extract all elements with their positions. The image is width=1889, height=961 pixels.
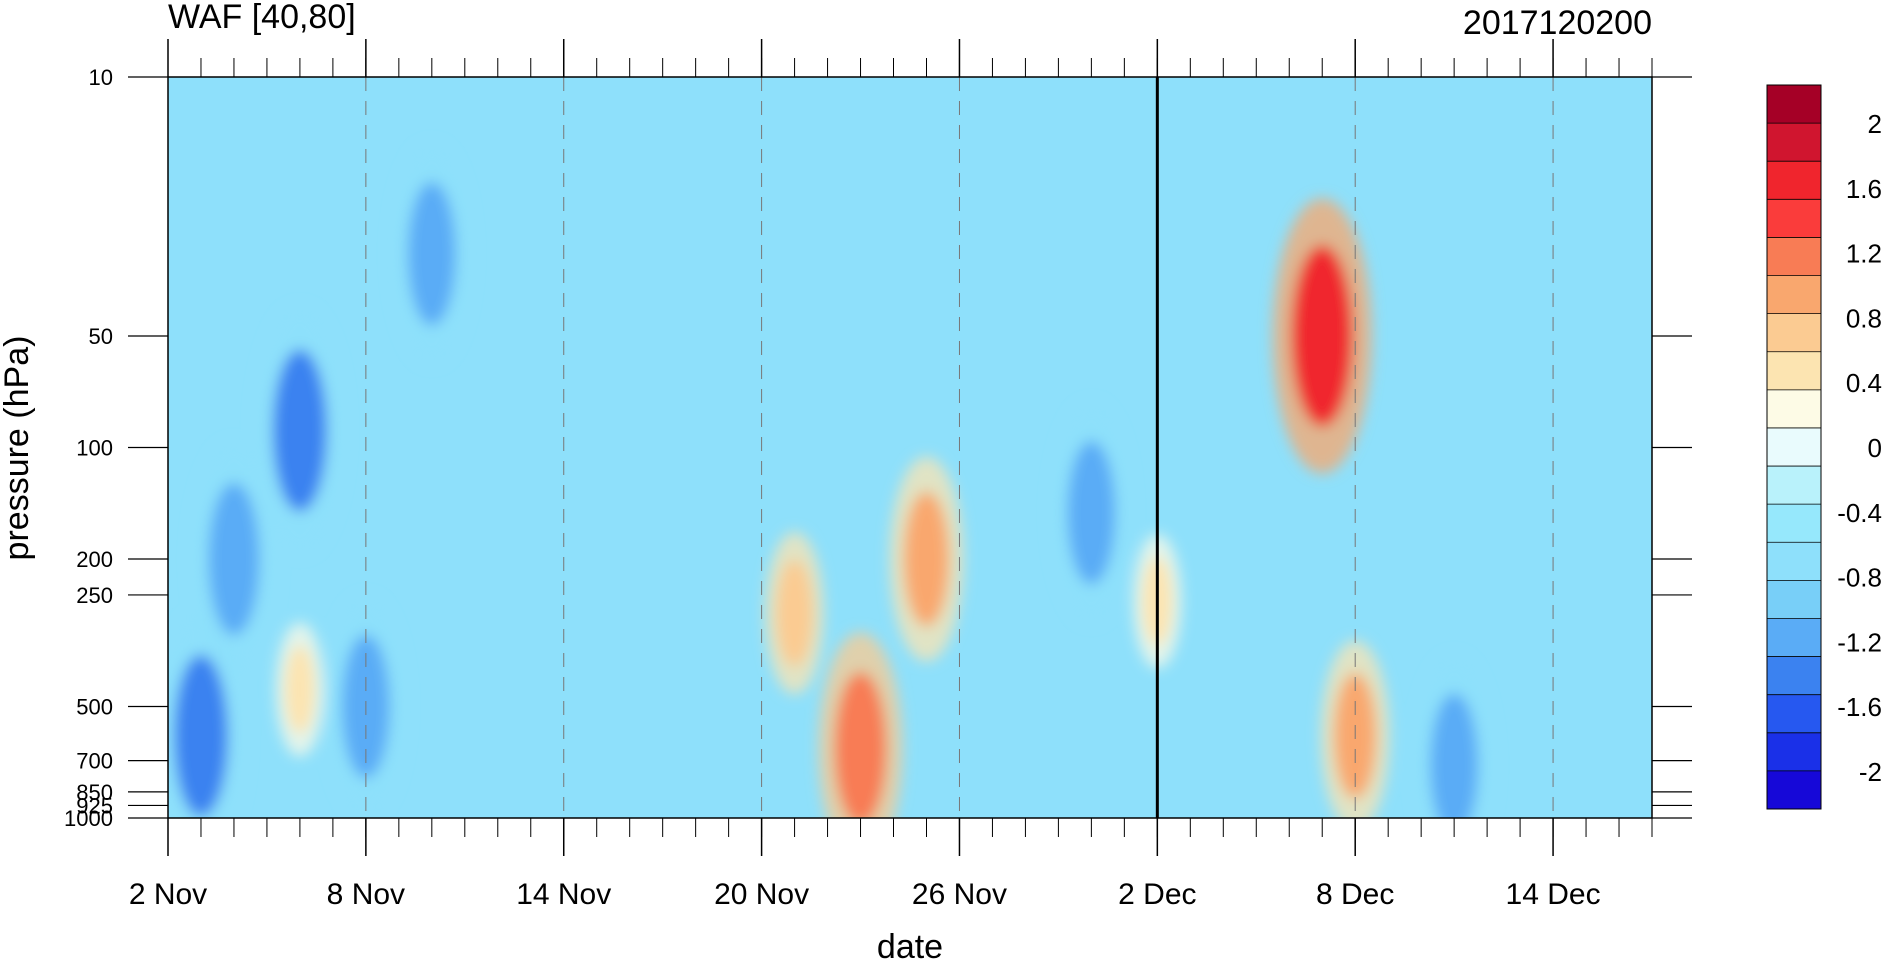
y-axis-label: pressure (hPa) <box>0 336 36 561</box>
y-tick-label: 250 <box>76 583 113 608</box>
x-tick-label: 20 Nov <box>714 878 809 911</box>
y-tick-label: 500 <box>76 694 113 719</box>
anomaly-cell <box>208 482 260 636</box>
colorbar-swatch <box>1767 504 1821 543</box>
colorbar-label: 0.4 <box>1846 368 1882 398</box>
colorbar-swatch <box>1767 275 1821 315</box>
colorbar-swatch <box>1767 85 1821 124</box>
y-tick-label: 200 <box>76 547 113 572</box>
anomaly-field <box>168 144 1494 818</box>
colorbar-label: -1.2 <box>1837 627 1882 657</box>
colorbar-swatch <box>1767 123 1821 162</box>
chart-title-left: WAF [40,80] <box>168 0 356 36</box>
y-tick-label: 850 <box>76 780 113 805</box>
colorbar-label: 0.8 <box>1846 303 1882 333</box>
colorbar-swatch <box>1767 542 1821 581</box>
plot-area <box>167 76 1653 819</box>
colorbar-swatch <box>1767 466 1821 505</box>
colorbar-label: -2 <box>1859 757 1882 787</box>
colorbar-label: 2 <box>1868 109 1882 139</box>
colorbar-label: 1.2 <box>1846 239 1882 269</box>
anomaly-cell <box>285 645 315 734</box>
y-tick-label: 10 <box>89 65 113 90</box>
anomaly-cell <box>173 654 228 817</box>
x-tick-labels: 2 Nov 8 Nov 14 Nov 20 Nov 26 Nov 2 Dec 8 Dec 14… <box>129 878 1601 911</box>
colorbar-swatch <box>1767 237 1821 277</box>
x-tick-label: 26 Nov <box>912 878 1007 911</box>
colorbar-swatch <box>1767 618 1821 658</box>
anomaly-cell <box>776 559 813 667</box>
anomaly-cell <box>835 672 887 818</box>
colorbar-swatch <box>1767 770 1821 810</box>
colorbar-swatch <box>1767 313 1821 353</box>
y-tick-label: 925 <box>76 793 113 818</box>
anomaly-cell <box>407 181 456 326</box>
x-tick-label: 2 Dec <box>1118 878 1196 911</box>
anomaly-cell <box>904 491 949 627</box>
colorbar-swatch <box>1767 732 1821 772</box>
colorbar-swatch <box>1767 580 1821 619</box>
axis-ticks <box>128 39 1692 856</box>
anomaly-cell <box>1067 440 1116 585</box>
x-tick-label: 8 Nov <box>327 878 405 911</box>
colorbar-swatch <box>1767 199 1821 238</box>
colorbar-swatch <box>1767 351 1821 391</box>
colorbar-swatch <box>1767 694 1821 734</box>
x-tick-label: 8 Dec <box>1316 878 1394 911</box>
colorbar-swatch <box>1767 656 1821 696</box>
x-tick-label: 14 Dec <box>1506 878 1601 911</box>
x-tick-label: 14 Nov <box>516 878 611 911</box>
date-gridlines <box>167 77 1554 818</box>
colorbar-label: -0.4 <box>1837 498 1882 528</box>
colorbar-label: -1.6 <box>1837 692 1882 722</box>
y-tick-label: 700 <box>76 749 113 774</box>
chart-title-right: 2017120200 <box>1463 4 1652 42</box>
anomaly-cell <box>1292 245 1353 427</box>
y-tick-label: 100 <box>76 436 113 461</box>
colorbar-label: 1.6 <box>1846 174 1882 204</box>
anomaly-cell <box>272 349 327 512</box>
y-tick-label: 50 <box>89 324 113 349</box>
colorbar-swatch <box>1767 427 1821 467</box>
anomaly-cell <box>1430 693 1479 818</box>
y-tick-label: 1000 <box>64 806 113 831</box>
x-tick-label: 2 Nov <box>129 878 207 911</box>
colorbar-swatch <box>1767 161 1821 200</box>
colorbar-label: 0 <box>1868 433 1882 463</box>
x-axis-label: date <box>877 928 943 961</box>
colorbar-frame <box>1766 84 1822 810</box>
colorbar-labels: 2 1.6 1.2 0.8 0.4 0 -0.4 -0.8 -1.2 -1.6 -2 <box>1837 109 1882 787</box>
colorbar-swatch <box>1767 389 1821 429</box>
colorbar <box>1766 84 1822 810</box>
colorbar-label: -0.8 <box>1837 563 1882 593</box>
